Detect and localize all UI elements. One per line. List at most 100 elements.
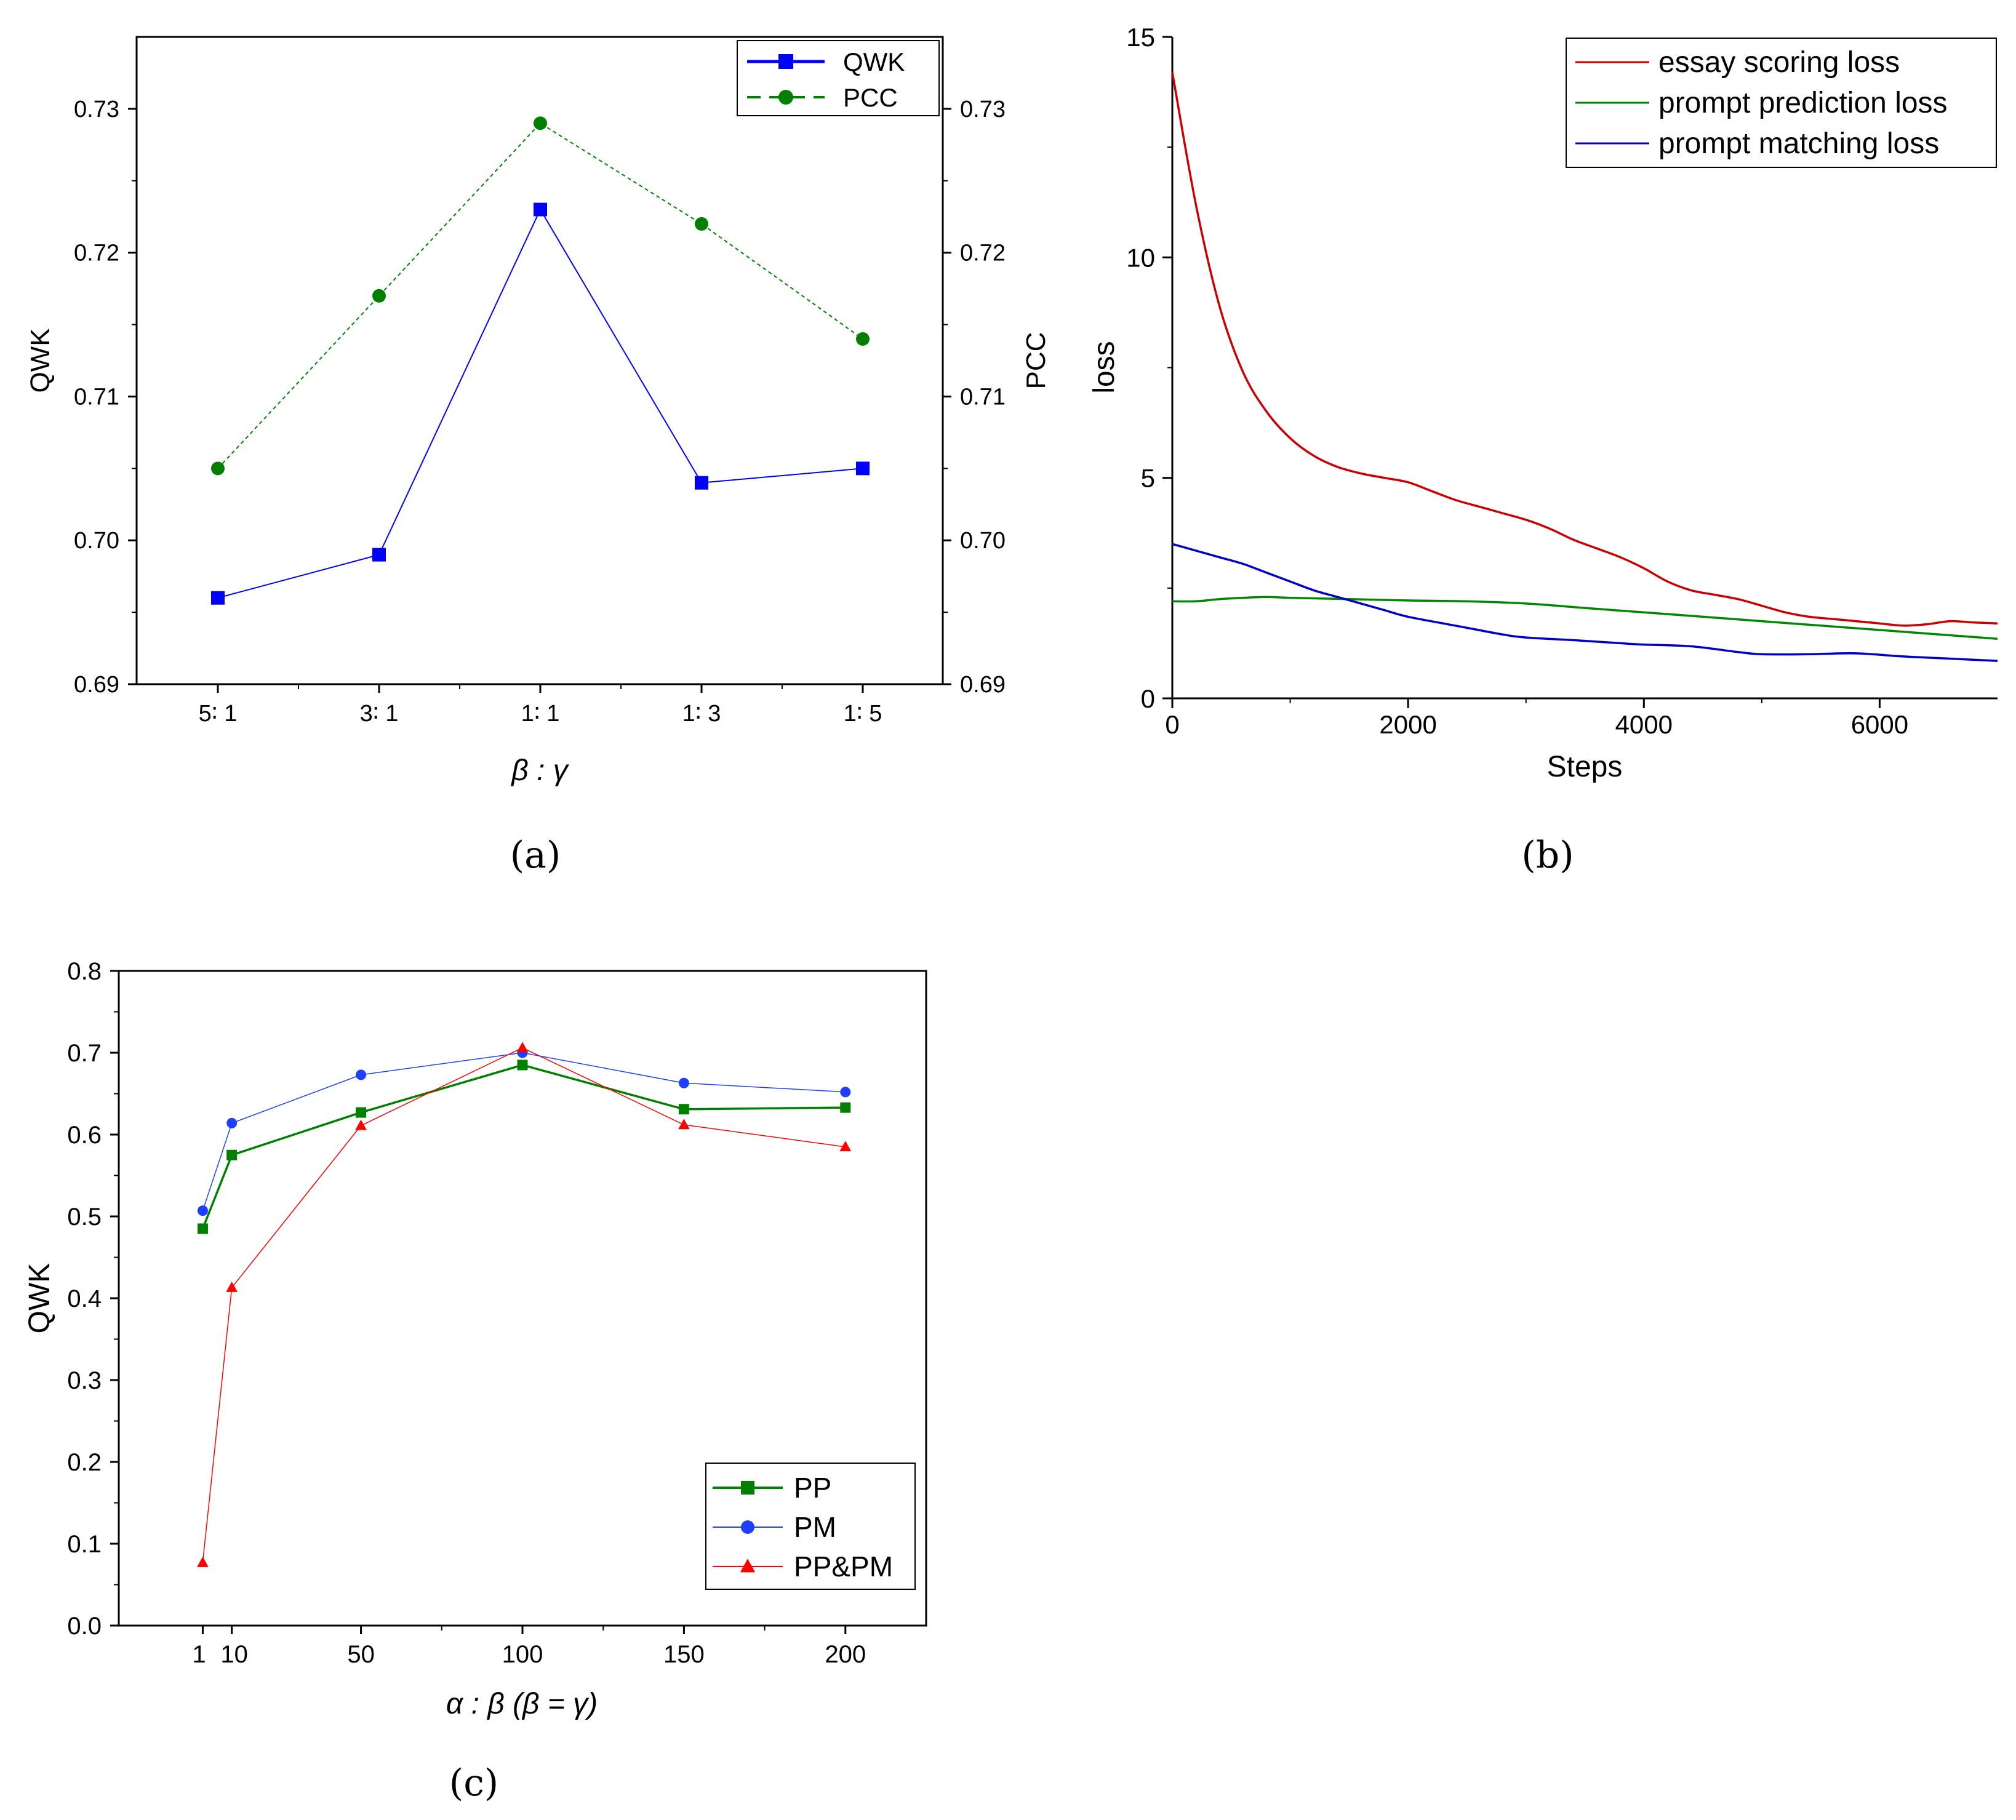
series-line-1 <box>1172 596 1998 641</box>
legend-label-pcc: PCC <box>843 83 898 112</box>
data-point-0 <box>678 1104 689 1115</box>
series-line-2 <box>202 1047 846 1563</box>
panel-label: (a) <box>510 834 561 877</box>
y-tick-label-left: 0.71 <box>74 384 119 410</box>
data-point-qwk <box>856 461 870 476</box>
y-axis-title-right: PCC <box>1021 332 1051 389</box>
y-axis-title: QWK <box>23 1263 56 1334</box>
data-point-1 <box>197 1205 208 1216</box>
panel-a: 0.69 0.69 0.70 0.70 0.71 0.71 0.72 0.72 0.73 0.73… <box>25 36 1051 877</box>
data-point-1 <box>840 1087 851 1098</box>
y-tick-label: 0.8 <box>67 958 102 985</box>
series-line-0 <box>201 1064 846 1229</box>
legend-label-0: essay scoring loss <box>1658 46 1900 79</box>
legend-label-2: prompt matching loss <box>1658 127 1939 160</box>
y-tick-label-left: 0.72 <box>74 241 119 266</box>
data-point-2 <box>226 1281 238 1292</box>
x-tick-label: 0 <box>1165 710 1179 739</box>
data-point-qwk <box>534 202 547 217</box>
data-point-0 <box>840 1102 851 1113</box>
panel-label: (b) <box>1521 834 1574 877</box>
data-point-qwk <box>695 476 708 490</box>
data-point-pcc <box>856 332 870 346</box>
legend-marker-2 <box>740 1559 756 1573</box>
data-point-0 <box>197 1223 208 1234</box>
y-tick-label-right: 0.71 <box>960 384 1006 410</box>
data-point-pcc <box>695 217 708 231</box>
data-point-0 <box>356 1107 367 1118</box>
x-tick-label: 1∶ 5 <box>844 701 882 727</box>
legend-marker-qwk <box>778 54 793 69</box>
x-axis-title: α : β (β = γ) <box>446 1688 598 1720</box>
data-point-2 <box>355 1119 367 1130</box>
data-point-2 <box>678 1119 690 1130</box>
legend-marker-1 <box>741 1520 754 1534</box>
y-tick-label-right: 0.73 <box>960 97 1006 122</box>
y-tick-label: 5 <box>1141 464 1155 493</box>
x-tick-label: 10 <box>220 1641 248 1668</box>
x-tick-label: 6000 <box>1851 710 1908 739</box>
data-point-0 <box>226 1149 238 1160</box>
legend-label-1: prompt prediction loss <box>1658 87 1948 119</box>
data-point-1 <box>356 1069 367 1080</box>
y-tick-label-right: 0.69 <box>960 672 1006 698</box>
x-tick-label: 3∶ 1 <box>360 701 399 727</box>
x-tick-label: 1∶ 3 <box>682 701 721 727</box>
y-tick-label: 0.6 <box>67 1122 102 1149</box>
x-tick-label: 1∶ 1 <box>521 701 560 727</box>
y-tick-label: 0.2 <box>67 1449 102 1476</box>
y-tick-label: 0 <box>1141 684 1155 713</box>
y-tick-label: 0.4 <box>67 1285 102 1312</box>
y-tick-label-left: 0.73 <box>74 97 119 122</box>
y-tick-label-right: 0.72 <box>960 241 1006 266</box>
y-tick-label: 0.7 <box>67 1040 102 1067</box>
x-tick-label: 200 <box>825 1641 866 1668</box>
data-point-1 <box>226 1117 238 1128</box>
legend-box <box>705 1463 916 1590</box>
y-axis-title-left: QWK <box>25 328 55 393</box>
data-point-2 <box>839 1141 852 1152</box>
x-axis-title: β : γ <box>510 754 569 787</box>
data-point-pcc <box>211 461 225 476</box>
data-point-pcc <box>534 116 547 130</box>
x-axis-title: Steps <box>1547 751 1623 783</box>
y-tick-label-right: 0.70 <box>960 528 1006 554</box>
series-line-qwk <box>217 208 863 599</box>
series-line-2 <box>1172 543 1998 662</box>
y-tick-label-left: 0.69 <box>74 672 119 698</box>
y-tick-label: 0.0 <box>67 1613 102 1640</box>
panel-c: 0.0 0.1 0.2 0.3 0.4 0.5 0.6 0.7 0.8 1 10 50 100 150 20… <box>23 958 927 1805</box>
legend-marker-pcc <box>778 90 793 105</box>
y-tick-label: 0.3 <box>67 1367 102 1394</box>
y-tick-label: 0.5 <box>67 1203 102 1231</box>
x-tick-label: 4000 <box>1615 710 1673 739</box>
legend-label-1: PM <box>794 1511 836 1543</box>
y-tick-label: 0.1 <box>67 1531 102 1558</box>
y-tick-label: 15 <box>1126 23 1155 52</box>
series-line-1 <box>202 1052 846 1211</box>
legend-label-2: PP&PM <box>794 1551 893 1583</box>
data-point-qwk <box>372 548 386 562</box>
series-line-0 <box>1171 71 1998 627</box>
legend-label-qwk: QWK <box>843 47 905 76</box>
legend-box <box>737 40 940 116</box>
data-point-qwk <box>211 591 225 605</box>
x-tick-label: 100 <box>502 1641 543 1668</box>
y-axis-title: loss <box>1088 341 1121 393</box>
x-tick-label: 2000 <box>1379 710 1436 739</box>
legend-label-0: PP <box>794 1472 831 1504</box>
panel-b: 0 5 10 15 0 2000 4000 6000 loss Steps (b) essay sco… <box>1088 23 1998 877</box>
legend-marker-0 <box>741 1481 754 1495</box>
x-tick-label: 1 <box>192 1641 206 1668</box>
x-tick-label: 150 <box>663 1641 705 1668</box>
data-point-2 <box>516 1042 529 1053</box>
series-line-pcc <box>217 122 863 469</box>
x-tick-label: 5∶ 1 <box>199 701 238 727</box>
data-point-2 <box>197 1556 209 1567</box>
y-tick-label-left: 0.70 <box>74 528 119 554</box>
data-point-0 <box>517 1060 528 1071</box>
y-tick-label: 10 <box>1126 243 1155 272</box>
x-tick-label: 50 <box>347 1641 375 1668</box>
